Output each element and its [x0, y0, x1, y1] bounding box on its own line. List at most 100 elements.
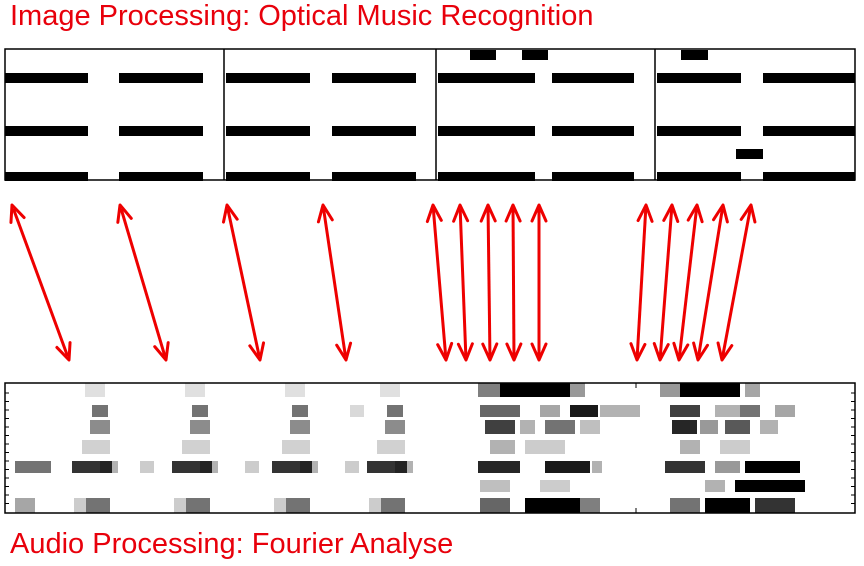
spectral-energy [745, 383, 760, 397]
spectral-energy [680, 440, 700, 454]
note-bar [763, 126, 855, 136]
spectral-energy [592, 461, 602, 473]
spectral-energy [672, 420, 697, 434]
arrowhead [672, 341, 690, 362]
alignment-arrows [9, 203, 757, 362]
arrowhead [652, 342, 670, 362]
spectral-energy [82, 440, 110, 454]
spectral-energy [290, 420, 310, 434]
spectrogram-panel [4, 382, 856, 514]
arrowhead [425, 203, 443, 224]
symbolic-score-panel [4, 48, 856, 181]
arrowhead [504, 203, 522, 223]
arrowhead [662, 203, 680, 223]
spectral-energy [540, 480, 570, 492]
spectral-energy [485, 420, 515, 434]
spectral-energy [525, 440, 565, 454]
arrowhead [479, 203, 497, 223]
spectral-energy [490, 440, 515, 454]
spectral-energy [200, 461, 218, 473]
spectral-energy [720, 440, 750, 454]
arrowhead [456, 342, 474, 362]
spectral-energy [775, 405, 795, 417]
note-bar [226, 73, 310, 83]
spectral-energy [350, 405, 364, 417]
note-bar [226, 126, 310, 136]
spectral-energy [345, 461, 359, 473]
spectral-energy [174, 498, 186, 513]
note-bar [552, 73, 634, 83]
spectral-energy [570, 405, 598, 417]
spectral-energy [286, 498, 310, 513]
note-bar [332, 172, 416, 181]
spectral-energy [186, 498, 210, 513]
spectral-energy [735, 480, 805, 492]
note-bar [552, 126, 634, 136]
spectral-energy [705, 480, 725, 492]
spectral-energy [245, 461, 259, 473]
spectral-energy [387, 405, 403, 417]
arrowhead [248, 341, 266, 362]
arrowhead [116, 203, 133, 224]
spectral-energy [380, 383, 400, 397]
spectral-energy [725, 420, 750, 434]
note-bar [470, 50, 496, 60]
arrowhead [530, 203, 548, 223]
arrowhead [686, 203, 704, 224]
arrowhead [716, 341, 734, 362]
alignment-arrow [119, 208, 167, 357]
spectral-energy [85, 383, 105, 397]
note-bar [657, 126, 741, 136]
title-audio-processing: Audio Processing: Fourier Analyse [10, 528, 454, 560]
spectral-energy [600, 405, 640, 417]
spectral-energy [705, 498, 750, 513]
note-bar [657, 172, 741, 181]
spectral-energy [540, 405, 560, 417]
spectral-energy [670, 405, 700, 417]
note-bar [736, 149, 763, 159]
alignment-arrow [486, 208, 492, 357]
arrowhead [221, 203, 239, 224]
spectral-energy [140, 461, 154, 473]
spectral-energy [520, 420, 535, 434]
arrowhead [9, 203, 26, 224]
spectral-energy [478, 461, 520, 473]
spectral-energy [15, 498, 35, 513]
spectral-energy [755, 498, 795, 513]
spectral-energy [760, 420, 778, 434]
arrowhead [712, 203, 729, 224]
alignment-arrow [635, 208, 648, 357]
arrowhead [481, 342, 499, 362]
note-bar [438, 126, 535, 136]
spectral-energy [282, 440, 310, 454]
spectral-energy [272, 461, 312, 473]
note-bar [763, 172, 855, 181]
spectral-energy [715, 405, 740, 417]
spectral-energy [172, 461, 212, 473]
spectral-energy [182, 440, 210, 454]
alignment-arrow [431, 208, 448, 357]
note-bar [5, 126, 88, 136]
spectral-energy [192, 405, 208, 417]
arrowhead [316, 203, 334, 224]
note-bar [119, 126, 203, 136]
arrowhead [636, 203, 654, 223]
title-image-processing: Image Processing: Optical Music Recognit… [10, 0, 594, 32]
spectral-energy [367, 461, 407, 473]
spectral-energy [680, 383, 740, 397]
spectrogram-background [5, 383, 855, 513]
alignment-arrow [458, 208, 468, 357]
alignment-arrow [226, 208, 261, 357]
note-bar [681, 50, 708, 60]
alignment-arrow [511, 208, 516, 357]
alignment-arrow [11, 208, 70, 357]
spectral-energy [15, 461, 51, 473]
spectral-energy [525, 498, 580, 513]
spectral-energy [700, 420, 718, 434]
spectral-energy [72, 461, 112, 473]
arrowhead [629, 342, 647, 362]
spectral-energy [185, 383, 205, 397]
arrowhead [55, 341, 72, 362]
spectral-energy [90, 420, 110, 434]
note-bar [522, 50, 548, 60]
